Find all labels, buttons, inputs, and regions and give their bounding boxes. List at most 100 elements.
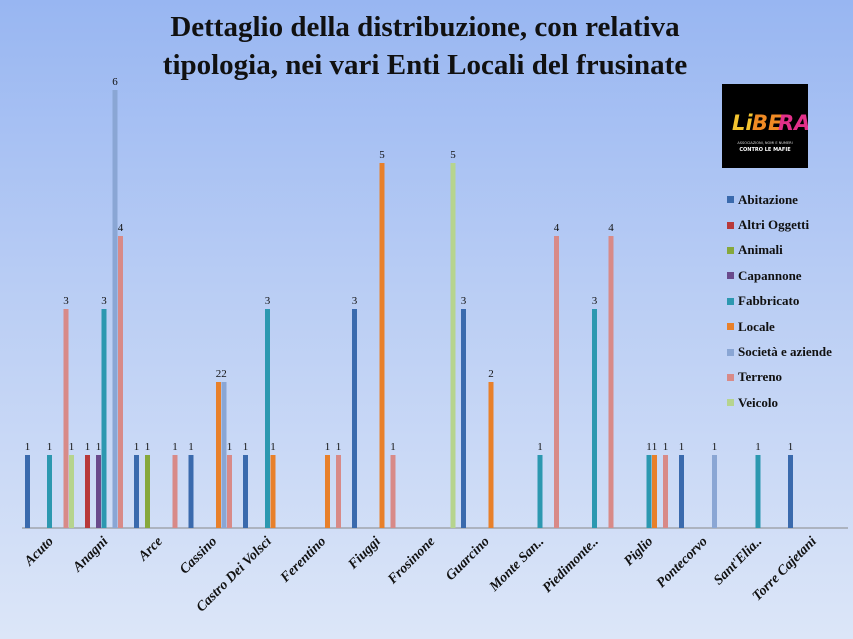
libera-logo-image: Li BE RA ASSOCIAZIONI, NOMI E NUMERI CON… <box>732 111 808 153</box>
data-label: 2 <box>488 368 494 380</box>
data-label: 1 <box>537 441 543 453</box>
bar-locale-5 <box>325 455 330 528</box>
data-label: 1 <box>69 441 75 453</box>
data-label: 1 <box>25 441 31 453</box>
x-tick-label: Anagni <box>70 534 112 576</box>
data-label: 1 <box>96 441 102 453</box>
data-label: 1 <box>679 441 685 453</box>
legend-label: Capannone <box>738 267 802 283</box>
bar-fabbricato-10 <box>592 309 597 528</box>
data-label: 1 <box>663 441 669 453</box>
x-tick-label: Acuto <box>21 534 57 570</box>
legend-swatch <box>727 323 734 331</box>
data-label: 2 <box>216 368 222 380</box>
bar-locale-11 <box>652 455 657 528</box>
data-label: 1 <box>47 441 53 453</box>
legend-label: Società e aziende <box>738 344 832 360</box>
legend-label: Locale <box>738 318 775 334</box>
data-label: 1 <box>134 441 140 453</box>
legend-label: Terreno <box>738 369 783 385</box>
data-label: 1 <box>646 441 652 453</box>
bar-fabbricato-11 <box>646 455 652 528</box>
legend-swatch <box>727 196 734 204</box>
bar-terreno-0 <box>63 309 69 528</box>
legend-swatch <box>727 399 734 407</box>
bar-locale-6 <box>379 163 385 528</box>
data-label: 1 <box>755 441 761 453</box>
bar-abitazione-8 <box>461 309 466 528</box>
legend-label: Fabbricato <box>738 293 800 309</box>
bar-veicolo-0 <box>69 455 74 528</box>
svg-text:RA: RA <box>778 111 808 135</box>
bar-locale-3 <box>216 382 221 528</box>
data-label: 1 <box>188 441 194 453</box>
legend-item: Locale <box>727 314 832 339</box>
svg-text:BE: BE <box>752 111 783 135</box>
legend-item: Abitazione <box>727 187 832 212</box>
legend-swatch <box>727 272 734 280</box>
legend-item: Società e aziende <box>727 339 832 364</box>
data-label: 1 <box>85 441 91 453</box>
x-tick-label: Monte San.. <box>486 534 547 595</box>
bar-locale-4 <box>270 455 276 528</box>
data-label: 3 <box>265 295 271 307</box>
data-label: 4 <box>118 222 124 234</box>
legend-swatch <box>727 246 734 254</box>
bar-capannone-1 <box>96 455 101 528</box>
legend-label: Altri Oggetti <box>738 217 810 233</box>
legend-label: Animali <box>738 242 783 258</box>
x-tick-label: Ferentino <box>277 534 329 586</box>
data-label: 3 <box>352 295 358 307</box>
bar-abitazione-14 <box>788 455 793 528</box>
x-tick-label: Frosinone <box>385 534 439 588</box>
bar-fabbricato-13 <box>755 455 761 528</box>
bar-veicolo-7 <box>450 163 456 528</box>
bar-fabbricato-4 <box>265 309 270 528</box>
x-tick-label: Piedimonte.. <box>540 534 602 596</box>
bar-terreno-2 <box>172 455 178 528</box>
legend-swatch <box>727 373 734 381</box>
data-label: 6 <box>112 76 118 88</box>
data-label: 5 <box>379 149 385 161</box>
chart-title: Dettaglio della distribuzione, con relat… <box>60 8 790 84</box>
data-label: 2 <box>221 368 227 380</box>
x-tick-label: Arce <box>135 534 166 565</box>
bar-abitazione-3 <box>188 455 194 528</box>
bar-abitazione-4 <box>243 455 248 528</box>
bar-terreno-5 <box>336 455 341 528</box>
legend: Abitazione Altri Oggetti Animali Capannone F… <box>727 187 832 416</box>
data-label: 1 <box>652 441 658 453</box>
data-label: 4 <box>608 222 614 234</box>
bar-fabbricato-9 <box>537 455 543 528</box>
x-tick-label: Pontecorvo <box>654 534 711 591</box>
bar-terreno-6 <box>390 455 396 528</box>
chart-title-line-2: tipologia, nei vari Enti Locali del frus… <box>162 49 688 81</box>
legend-swatch <box>727 297 734 305</box>
x-tick-label: Fiuggi <box>345 534 384 573</box>
data-label: 3 <box>101 295 107 307</box>
svg-text:Li: Li <box>732 111 753 135</box>
data-label: 1 <box>390 441 396 453</box>
bar-societ-e-aziende-1 <box>112 90 118 528</box>
legend-item: Altri Oggetti <box>727 212 832 237</box>
bar-fabbricato-0 <box>47 455 52 528</box>
data-label: 3 <box>63 295 69 307</box>
bar-abitazione-2 <box>134 455 139 528</box>
bar-terreno-11 <box>663 455 668 528</box>
x-tick-label: Guarcino <box>443 534 493 584</box>
legend-swatch <box>727 348 734 356</box>
bar-animali-2 <box>145 455 150 528</box>
legend-label: Veicolo <box>738 394 778 410</box>
data-label: 1 <box>788 441 794 453</box>
data-label: 3 <box>592 295 598 307</box>
x-tick-label: Sant'Elia.. <box>711 534 765 588</box>
bar-terreno-10 <box>608 236 614 528</box>
bar-societ-e-aziende-12 <box>712 455 717 528</box>
data-label: 1 <box>336 441 342 453</box>
bar-abitazione-6 <box>352 309 357 528</box>
legend-item: Veicolo <box>727 390 832 415</box>
data-label: 1 <box>325 441 331 453</box>
legend-swatch <box>727 221 734 229</box>
legend-item: Animali <box>727 238 832 263</box>
